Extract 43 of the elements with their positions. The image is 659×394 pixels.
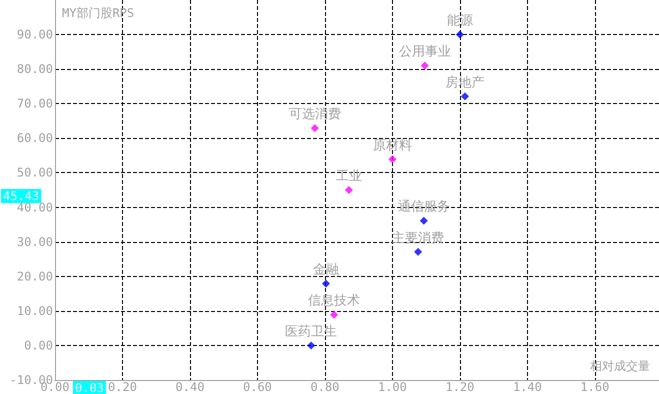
y-tick-label: 80.00 xyxy=(16,62,53,76)
text: 45.43 xyxy=(3,189,40,203)
annotation: 房地产 xyxy=(445,74,484,90)
annotation: 金融 xyxy=(312,262,339,278)
x-tick-label: 0.80 xyxy=(310,380,340,394)
annotation: 主要消费 xyxy=(392,230,444,246)
x-tick-label: 1.40 xyxy=(512,380,542,394)
annotation: 原材料 xyxy=(372,138,412,154)
annotation: 工业 xyxy=(336,169,362,184)
x-tick-label: 1.60 xyxy=(580,380,610,394)
y-tick-label: 50.00 xyxy=(16,166,53,180)
x-tick-label: 0.20 xyxy=(108,380,137,394)
x-axis-title: 相对成交量 xyxy=(590,359,650,373)
y-tick-label: 20.00 xyxy=(16,269,53,284)
y-tick-label: 90.00 xyxy=(16,28,53,42)
annotation: 公用事业 xyxy=(398,44,451,60)
point xyxy=(330,310,338,319)
annotation: 可选消费 xyxy=(288,107,341,122)
text: 0.03 xyxy=(75,381,104,394)
point xyxy=(307,341,316,350)
point xyxy=(310,124,319,132)
point xyxy=(344,186,353,194)
x-tick-label: 1.00 xyxy=(378,380,407,394)
y-tick-label: 40.00 xyxy=(16,200,53,214)
y-tick-label: 0.00 xyxy=(24,338,53,352)
annotation: 能源 xyxy=(446,14,473,29)
point xyxy=(388,155,396,164)
text: MY部门股RPS xyxy=(62,6,134,20)
point xyxy=(414,248,422,256)
y-tick-label: 60.00 xyxy=(16,131,53,146)
x-tick-label: 0.40 xyxy=(176,380,204,394)
point xyxy=(420,216,428,225)
point xyxy=(460,92,469,100)
x-tick-label: 0.60 xyxy=(243,380,272,394)
y-tick-label: 70.00 xyxy=(16,96,53,111)
point xyxy=(420,62,429,70)
x-tick-label: 1.20 xyxy=(445,380,474,394)
point xyxy=(322,280,330,288)
annotation: 医药卫生 xyxy=(285,324,338,340)
annotation: 信息技术 xyxy=(308,294,360,309)
y-tick-label: 30.00 xyxy=(16,234,53,249)
point xyxy=(456,30,464,39)
y-tick-label: 10.00 xyxy=(16,304,53,318)
